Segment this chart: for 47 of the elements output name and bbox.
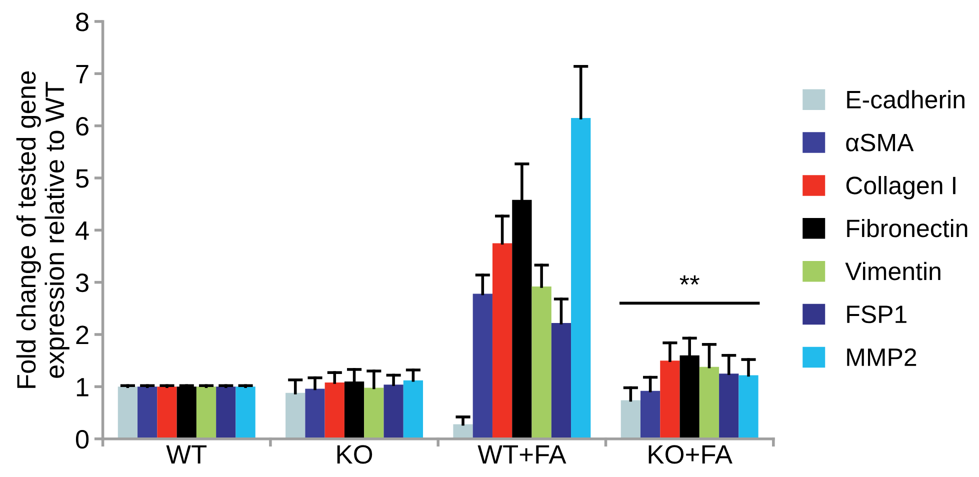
annotation: ** <box>680 275 700 285</box>
bar <box>453 424 473 439</box>
bar <box>305 388 325 439</box>
bar <box>492 243 512 439</box>
legend-label: αSMA <box>846 134 914 152</box>
bar <box>472 294 492 439</box>
bar <box>364 388 384 439</box>
bar <box>640 390 660 439</box>
bar <box>138 386 158 439</box>
bar <box>196 386 216 439</box>
y-tick-label: 7 <box>76 65 88 84</box>
bar <box>660 360 680 439</box>
x-tick-label: WT <box>166 445 207 464</box>
bar <box>157 386 177 439</box>
legend-label: FSP1 <box>847 305 906 324</box>
y-tick-label: 5 <box>76 169 88 188</box>
y-tick-label: 1 <box>76 378 88 396</box>
legend-label: MMP2 <box>847 348 916 366</box>
bar <box>286 392 306 439</box>
x-tick-label: KO <box>337 445 372 464</box>
y-axis-title: Fold change of tested gene expression relative to WT <box>16 71 70 388</box>
y-tick-label: 2 <box>76 326 88 344</box>
y-tick-label: 3 <box>76 273 88 292</box>
bar <box>571 118 591 439</box>
bar <box>719 374 739 439</box>
legend-label: Collagen I <box>846 176 956 200</box>
bar <box>176 386 196 439</box>
bar <box>118 386 138 439</box>
legend-label: E-cadherin <box>847 90 964 108</box>
bar <box>620 400 640 439</box>
y-tick-label: 0 <box>76 430 89 449</box>
x-tick-label: WT+FA <box>478 445 566 464</box>
y-tick-label: 6 <box>76 116 88 136</box>
y-tick-label: 4 <box>76 222 89 240</box>
bar <box>236 386 256 439</box>
legend-label: Vimentin <box>845 262 940 280</box>
bar <box>699 366 720 439</box>
bar <box>324 382 344 439</box>
bar <box>384 384 404 439</box>
y-tick-label: 8 <box>76 12 88 32</box>
x-tick-label: KO+FA <box>648 445 732 464</box>
bar <box>403 380 424 439</box>
bar <box>738 375 758 439</box>
bar <box>216 386 236 439</box>
bar <box>551 323 572 439</box>
legend-label: Fibronectin <box>847 218 968 238</box>
bar <box>532 286 552 439</box>
